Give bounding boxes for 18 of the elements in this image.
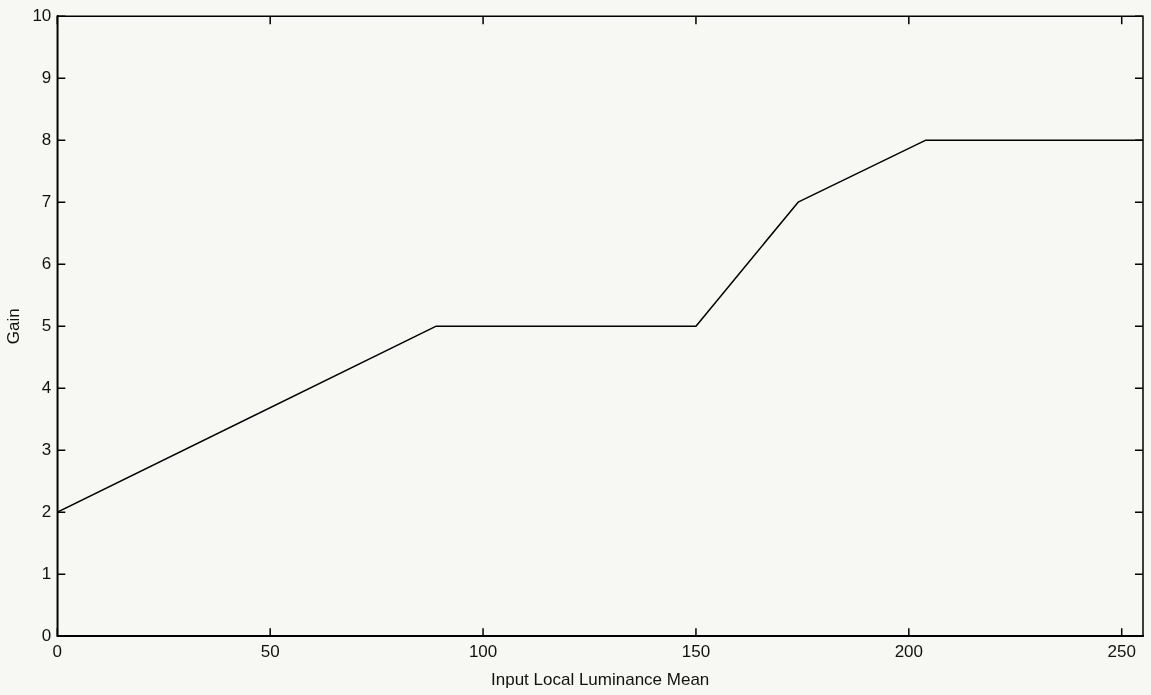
x-tick-label: 200 (894, 642, 924, 662)
y-tick-label: 6 (41, 253, 52, 273)
y-tick-label: 1 (41, 563, 52, 583)
x-tick-label: 100 (468, 642, 498, 662)
y-tick-label: 8 (41, 129, 52, 149)
x-axis-title: Input Local Luminance Mean (491, 670, 710, 690)
x-tick-label: 150 (681, 642, 711, 662)
y-tick-label: 5 (41, 315, 52, 335)
y-tick-label: 9 (41, 67, 52, 87)
y-tick-label: 10 (32, 5, 52, 25)
x-tick-label: 50 (260, 642, 280, 662)
y-tick-label: 7 (41, 191, 52, 211)
y-tick-label: 0 (41, 625, 52, 645)
y-tick-label: 3 (41, 439, 52, 459)
y-tick-label: 4 (41, 377, 52, 397)
x-tick-label: 250 (1107, 642, 1136, 662)
y-tick-label: 2 (41, 501, 52, 521)
y-axis-title: Gain (3, 308, 23, 345)
